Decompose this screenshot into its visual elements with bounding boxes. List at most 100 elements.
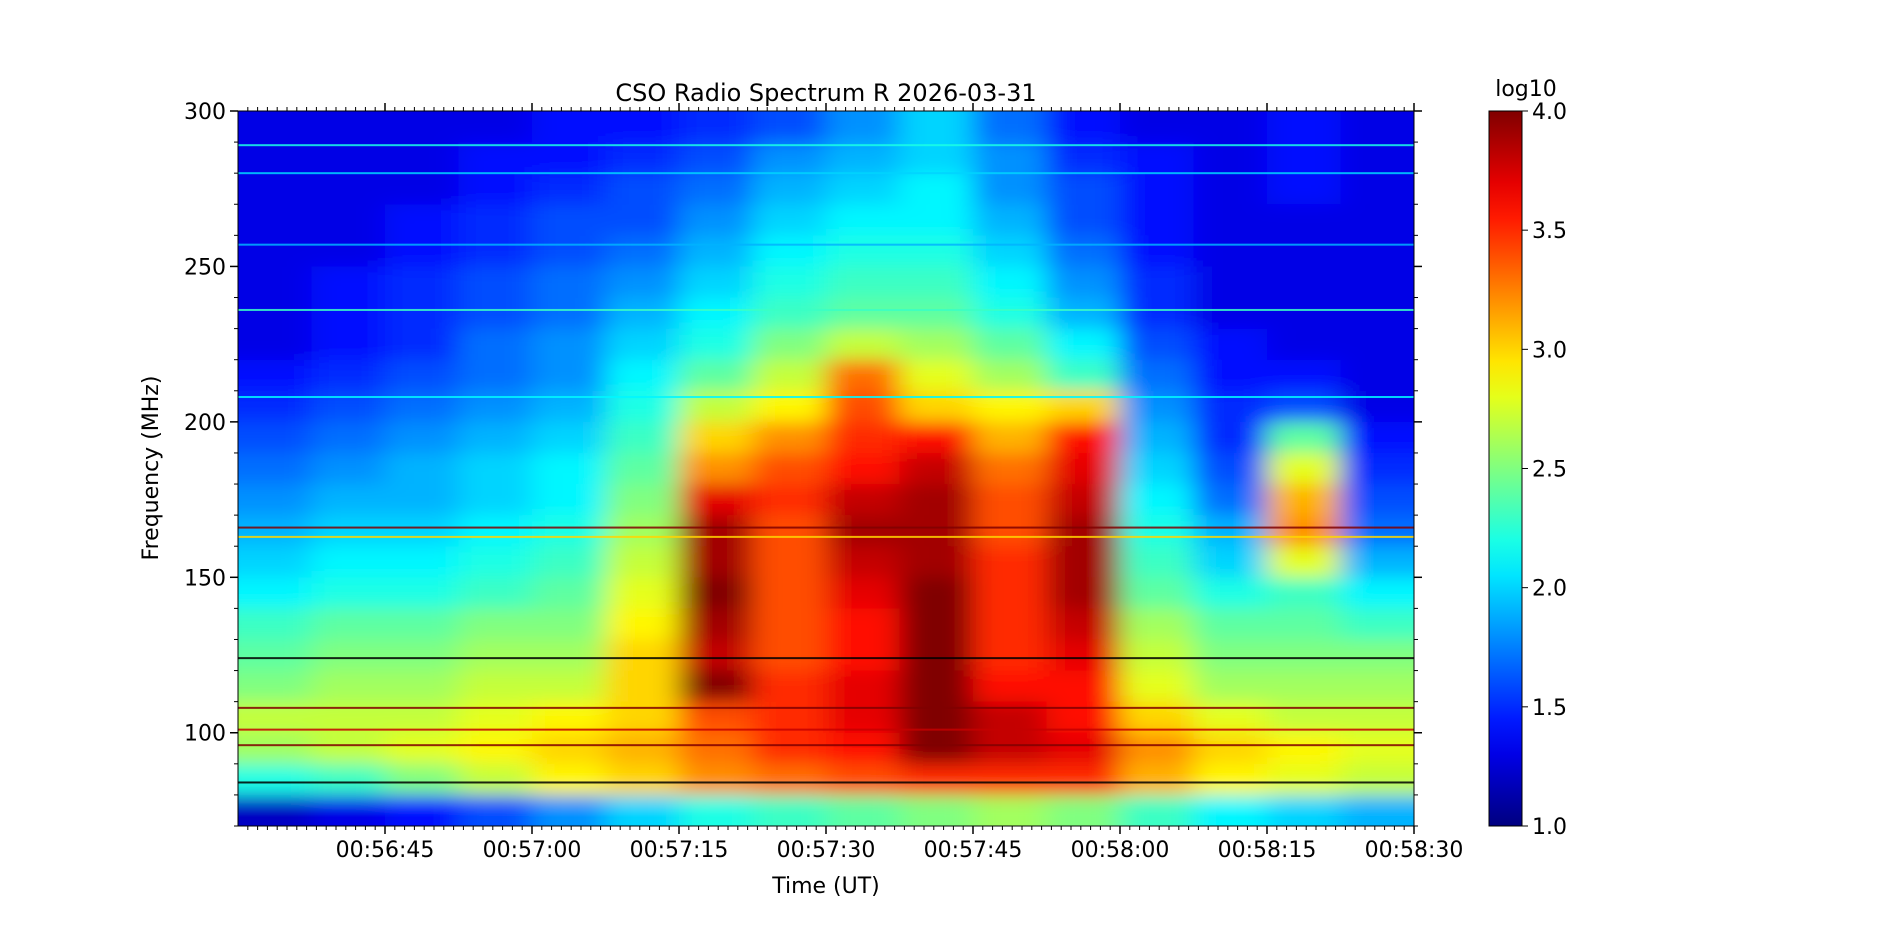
heatmap-cell: [238, 421, 312, 454]
y-axis: 100 150 200 250 300: [184, 100, 1422, 827]
colorbar-tick-label: 1.5: [1532, 696, 1567, 721]
heatmap-cell: [1046, 484, 1121, 516]
heatmap-cell: [1046, 670, 1121, 703]
heatmap-cell: [385, 794, 459, 826]
rfi-line: [238, 744, 1414, 747]
heatmap-cell: [605, 297, 680, 330]
heatmap-cell: [973, 608, 1047, 640]
heatmap-cell: [238, 670, 312, 703]
heatmap-cell: [1267, 515, 1341, 547]
heatmap-cell: [311, 359, 386, 392]
heatmap-cell: [311, 546, 386, 578]
heatmap-cell: [1267, 390, 1341, 423]
heatmap-cell: [826, 794, 900, 826]
heatmap-cell: [605, 390, 680, 423]
colorbar-tick-label: 4.0: [1532, 100, 1567, 125]
heatmap-cell: [1120, 608, 1194, 640]
heatmap-cell: [752, 328, 827, 361]
heatmap-cell: [1120, 142, 1194, 174]
heatmap-cell: [1120, 794, 1194, 826]
heatmap-cell: [605, 111, 680, 143]
heatmap-cell: [899, 297, 974, 330]
heatmap-cell: [238, 608, 312, 640]
heatmap-cell: [1193, 732, 1268, 765]
heatmap-cell: [1120, 235, 1194, 267]
heatmap-cell: [1340, 266, 1414, 299]
heatmap-cell: [679, 577, 753, 609]
heatmap-cell: [458, 639, 533, 672]
heatmap-cell: [973, 142, 1047, 174]
heatmap-cell: [1193, 639, 1268, 672]
heatmap-cell: [899, 235, 974, 267]
heatmap-cell: [1340, 235, 1414, 267]
heatmap-cell: [1267, 763, 1341, 796]
heatmap-cell: [1120, 577, 1194, 609]
rfi-line: [238, 657, 1414, 660]
heatmap-cell: [973, 328, 1047, 361]
heatmap-cell: [826, 701, 900, 734]
x-tick-label: 00:57:45: [924, 838, 1023, 863]
heatmap-cell: [679, 452, 753, 485]
heatmap-cell: [311, 763, 386, 796]
heatmap-cell: [973, 515, 1047, 547]
heatmap-cell: [899, 701, 974, 734]
heatmap-cell: [752, 390, 827, 423]
heatmap-cell: [311, 484, 386, 516]
heatmap-cell: [1193, 701, 1268, 734]
heatmap-cell: [532, 297, 606, 330]
heatmap-cell: [238, 204, 312, 236]
heatmap-cell: [532, 670, 606, 703]
heatmap-cell: [826, 670, 900, 703]
heatmap-cell: [1193, 111, 1268, 143]
heatmap-cell: [385, 577, 459, 609]
heatmap-cell: [1120, 732, 1194, 765]
colorbar-tick-label: 1.0: [1532, 815, 1567, 840]
heatmap-cell: [1193, 266, 1268, 299]
heatmap-cell: [1267, 421, 1341, 454]
heatmap-cell: [458, 608, 533, 640]
heatmap-cell: [532, 142, 606, 174]
heatmap-cell: [679, 701, 753, 734]
heatmap-cell: [238, 794, 312, 826]
heatmap-cell: [1193, 515, 1268, 547]
heatmap-cell: [826, 235, 900, 267]
heatmap-cell: [826, 484, 900, 516]
heatmap-cell: [605, 421, 680, 454]
heatmap-cell: [311, 701, 386, 734]
heatmap-cell: [532, 546, 606, 578]
heatmap-cell: [1046, 608, 1121, 640]
heatmap-cell: [532, 452, 606, 485]
heatmap-cell: [311, 142, 386, 174]
heatmap-cell: [752, 763, 827, 796]
heatmap-cell: [1267, 266, 1341, 299]
heatmap-cell: [532, 266, 606, 299]
heatmap-cell: [679, 173, 753, 205]
heatmap-cell: [532, 484, 606, 516]
heatmap-cell: [973, 670, 1047, 703]
heatmap-cell: [1267, 142, 1341, 174]
rfi-lines: [238, 144, 1414, 784]
heatmap-cell: [1340, 204, 1414, 236]
heatmap-cell: [532, 515, 606, 547]
heatmap-cell: [899, 421, 974, 454]
rfi-line: [238, 728, 1414, 731]
heatmap-cell: [679, 328, 753, 361]
heatmap-cell: [752, 266, 827, 299]
heatmap-cell: [1340, 421, 1414, 454]
heatmap-cell: [532, 701, 606, 734]
heatmap-cell: [826, 204, 900, 236]
heatmap-cell: [1193, 359, 1268, 392]
heatmap-cell: [385, 266, 459, 299]
heatmap-cell: [826, 266, 900, 299]
heatmap-cell: [679, 515, 753, 547]
heatmap-cell: [1193, 452, 1268, 485]
rfi-line: [238, 706, 1414, 709]
heatmap-cell: [679, 608, 753, 640]
heatmap-cell: [973, 763, 1047, 796]
heatmap-cell: [1267, 173, 1341, 205]
heatmap-cell: [458, 670, 533, 703]
heatmap-cell: [311, 732, 386, 765]
heatmap-cell: [458, 484, 533, 516]
heatmap-cell: [899, 794, 974, 826]
heatmap-cell: [458, 235, 533, 267]
